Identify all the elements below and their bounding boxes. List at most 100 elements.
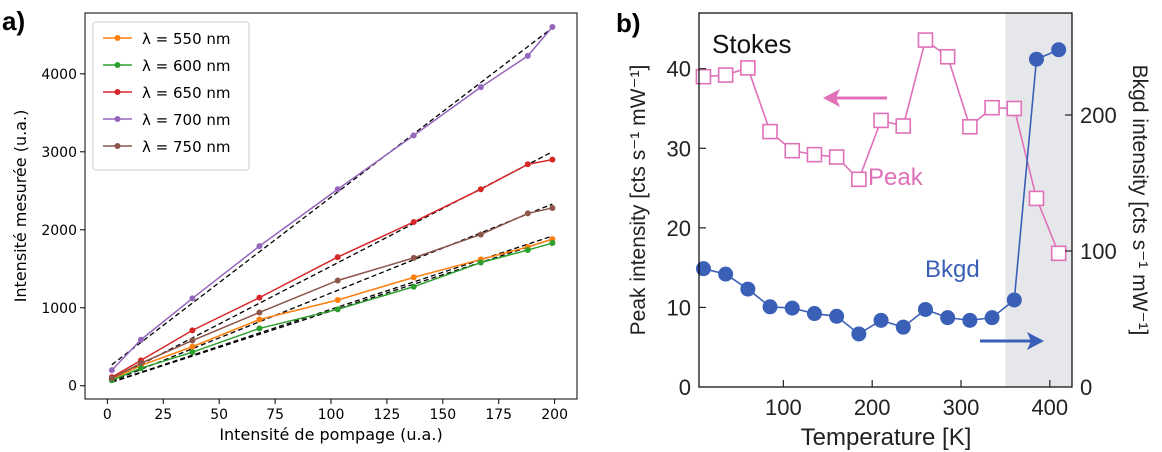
chart-a-legend-marker: [115, 62, 121, 68]
chart-b-title: Stokes: [712, 29, 792, 59]
chart-a-data-point: [478, 186, 484, 192]
chart-b-peak-point: [896, 119, 910, 133]
chart-b-left-y-tick-label: 40: [667, 57, 691, 82]
chart-a-y-tick-label: 1000: [41, 301, 77, 317]
chart-a-data-point: [109, 367, 115, 373]
chart-a-fit-line: [112, 204, 553, 381]
chart-b-bkgd-point: [918, 302, 933, 317]
chart-a-data-point: [138, 360, 144, 366]
chart-b: 100 200 300 400 010203040 0100200 Stokes Te…: [627, 13, 1151, 451]
chart-a-data-point: [525, 247, 531, 253]
chart-b-peak-point: [852, 172, 866, 186]
chart-a-y-tick-label: 4000: [41, 67, 77, 83]
chart-a-x-tick-label: 0: [103, 407, 112, 423]
chart-a-series-line: [112, 243, 553, 380]
chart-b-bkgd-point: [1029, 52, 1044, 67]
panel-a-label: a): [2, 6, 25, 36]
chart-a-legend-marker: [115, 89, 121, 95]
chart-b-right-y-ticks: 0100200: [1065, 103, 1117, 400]
chart-a-data-point: [549, 240, 555, 246]
chart-a-legend-label: λ = 750 nm: [142, 138, 231, 156]
chart-a-data-point: [525, 210, 531, 216]
chart-a-data-point: [189, 344, 195, 350]
chart-a-data-point: [525, 53, 531, 59]
chart-a-data-point: [256, 295, 262, 301]
chart-a-data-point: [335, 186, 341, 192]
chart-a-y-tick-label: 3000: [41, 145, 77, 161]
chart-a-data-point: [189, 349, 195, 355]
chart-a-y-tick-label: 0: [68, 379, 77, 395]
chart-b-bkgd-point: [1051, 42, 1066, 57]
chart-a-data-point: [138, 337, 144, 343]
chart-b-bkgd-point: [985, 310, 1000, 325]
chart-b-peak-point: [1052, 246, 1066, 260]
chart-b-right-y-axis-label: Bkgd intensity [cts s⁻¹ mW⁻¹]: [1128, 65, 1151, 336]
chart-a-legend-label: λ = 700 nm: [142, 111, 231, 129]
chart-b-bkgd-point: [785, 301, 800, 316]
chart-a-data-point: [335, 254, 341, 260]
chart-b-x-axis-label: Temperature [K]: [801, 424, 972, 451]
chart-a-data-point: [256, 325, 262, 331]
chart-b-peak-point: [1029, 191, 1043, 205]
chart-b-bkgd-point: [896, 320, 911, 335]
chart-b-peak-point: [918, 33, 932, 47]
chart-a-series-line: [112, 160, 553, 378]
chart-b-left-y-ticks: 010203040: [667, 57, 706, 400]
chart-a-x-axis-label: Intensité de pompage (u.a.): [219, 425, 442, 444]
chart-b-bkgd-point: [718, 267, 733, 282]
chart-a-x-tick-label: 125: [374, 407, 401, 423]
chart-a-data-point: [478, 231, 484, 237]
chart-a-legend-label: λ = 600 nm: [142, 57, 231, 75]
chart-a-x-tick-label: 25: [154, 407, 172, 423]
chart-a-data-point: [525, 161, 531, 167]
chart-a-data-point: [478, 84, 484, 90]
chart-a-data-point: [189, 295, 195, 301]
chart-a-y-ticks: 0 1000 2000 3000 4000: [41, 67, 85, 395]
chart-b-left-y-axis-label: Peak intensity [cts s⁻¹ mW⁻¹]: [627, 65, 650, 336]
chart-a-data-point: [478, 260, 484, 266]
chart-b-x-tick-label: 200: [854, 395, 891, 420]
chart-a-x-tick-label: 50: [210, 407, 228, 423]
chart-a: 0 25 50 75 100 125 150 175 200 01000200030004000…: [11, 13, 577, 444]
chart-a-legend-marker: [115, 116, 121, 122]
chart-a-x-tick-label: 200: [541, 407, 568, 423]
panel-b-label: b): [616, 8, 641, 38]
chart-b-peak-point: [985, 101, 999, 115]
chart-a-legend-label: λ = 550 nm: [142, 30, 231, 48]
chart-b-bkgd-point: [740, 282, 755, 297]
chart-b-peak-point: [941, 50, 955, 64]
chart-b-right-y-tick-label: 0: [1080, 375, 1092, 400]
chart-a-legend: λ = 550 nm λ = 600 nm λ = 650 nm λ = 700 nm…: [93, 22, 249, 170]
chart-b-bkgd-point: [1007, 292, 1022, 307]
chart-a-data-point: [411, 219, 417, 225]
chart-b-bkgd-point: [962, 313, 977, 328]
chart-a-data-point: [549, 205, 555, 211]
chart-b-left-y-tick-label: 20: [667, 216, 691, 241]
chart-a-x-tick-label: 100: [318, 407, 345, 423]
chart-a-data-point: [549, 24, 555, 30]
chart-b-left-y-tick-label: 0: [679, 375, 691, 400]
chart-a-data-point: [256, 309, 262, 315]
chart-a-data-point: [189, 327, 195, 333]
chart-b-peak-point: [1007, 101, 1021, 115]
chart-a-x-tick-label: 150: [429, 407, 456, 423]
chart-b-x-tick-label: 100: [765, 395, 802, 420]
chart-b-bkgd-series-label: Bkgd: [925, 256, 980, 283]
chart-a-y-axis-label: Intensité mesurée (u.a.): [11, 110, 30, 303]
chart-b-x-tick-label: 300: [943, 395, 980, 420]
chart-a-x-tick-label: 75: [266, 407, 284, 423]
chart-a-data-point: [411, 274, 417, 280]
chart-b-bkgd-point: [829, 309, 844, 324]
chart-a-data-point: [411, 255, 417, 261]
chart-b-bkgd-point: [874, 313, 889, 328]
chart-b-peak-point: [874, 113, 888, 127]
chart-b-peak-axis-arrow: [823, 89, 887, 107]
chart-a-legend-label: λ = 650 nm: [142, 84, 231, 102]
chart-a-data-point: [256, 243, 262, 249]
chart-b-peak-point: [963, 120, 977, 134]
chart-a-legend-marker: [115, 143, 121, 149]
chart-a-data-point: [256, 316, 262, 322]
chart-b-right-y-tick-label: 200: [1080, 103, 1117, 128]
chart-a-data-point: [109, 375, 115, 381]
